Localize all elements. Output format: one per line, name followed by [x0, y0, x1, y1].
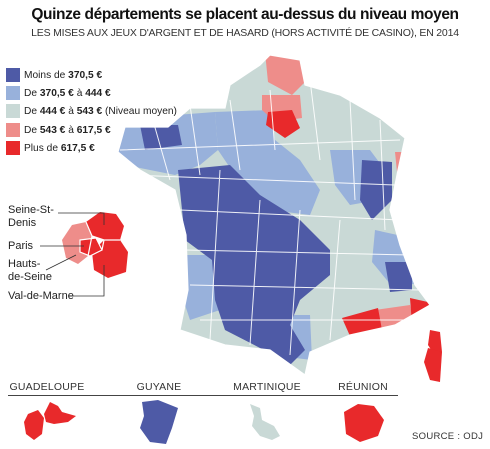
legend-swatch-high [6, 140, 20, 155]
france-outline [117, 54, 431, 377]
callout-paris: Paris [8, 240, 34, 252]
map-subtitle: LES MISES AUX JEUX D'ARGENT ET DE HASARD… [31, 27, 459, 39]
reunion-shape [344, 404, 384, 442]
region-high-alpes-maritimes [410, 298, 430, 324]
region-mid-high-north [265, 55, 305, 95]
region-mid-low-center [215, 110, 320, 215]
department-border [119, 79, 421, 356]
callout-seine-st-denis: Seine-St- Denis [8, 204, 54, 229]
inset-seine-st-denis [86, 212, 124, 240]
martinique-shape [250, 404, 280, 440]
legend-swatch-low [6, 68, 20, 82]
inset-val-de-marne [92, 240, 128, 278]
legend-swatch-mid-low [6, 86, 20, 101]
map-title: Quinze départements se placent au-dessus… [31, 6, 459, 23]
inset-borders [79, 221, 120, 257]
guyane-shape [140, 400, 178, 444]
region-mid-high-lorraine [395, 152, 410, 172]
region-low-brittany [140, 125, 182, 150]
leader-seine-st-denis [58, 212, 105, 225]
leader-hauts-de-seine [45, 254, 77, 271]
overseas-divider [8, 395, 398, 396]
region-high-bouches-du-rhone [342, 308, 382, 336]
reunion-map [344, 404, 384, 442]
martinique-map [250, 404, 280, 440]
legend-swatch-average [6, 104, 20, 119]
region-low-alps [385, 262, 412, 292]
leader-val-de-marne [68, 265, 105, 297]
label-martinique: MARTINIQUE [233, 381, 301, 393]
label-reunion: RÉUNION [338, 381, 388, 393]
label-guadeloupe: GUADELOUPE [9, 381, 85, 393]
legend-swatch-mid-high [6, 122, 20, 137]
callout-hauts-de-seine: Hauts- de-Seine [8, 258, 53, 283]
label-guyane: GUYANE [136, 381, 182, 393]
region-high-paris [266, 110, 300, 138]
corsica-lower [424, 348, 442, 382]
paris-inset [62, 212, 128, 278]
source-note: SOURCE : ODJ [412, 431, 484, 442]
guyane-map [140, 400, 178, 444]
guadeloupe-basse-terre [24, 410, 44, 440]
region-mid-low-southwest [180, 255, 220, 320]
guadeloupe-grande-terre [44, 402, 76, 424]
callout-val-de-marne: Val-de-Marne [8, 290, 74, 302]
guadeloupe-map [24, 402, 76, 440]
